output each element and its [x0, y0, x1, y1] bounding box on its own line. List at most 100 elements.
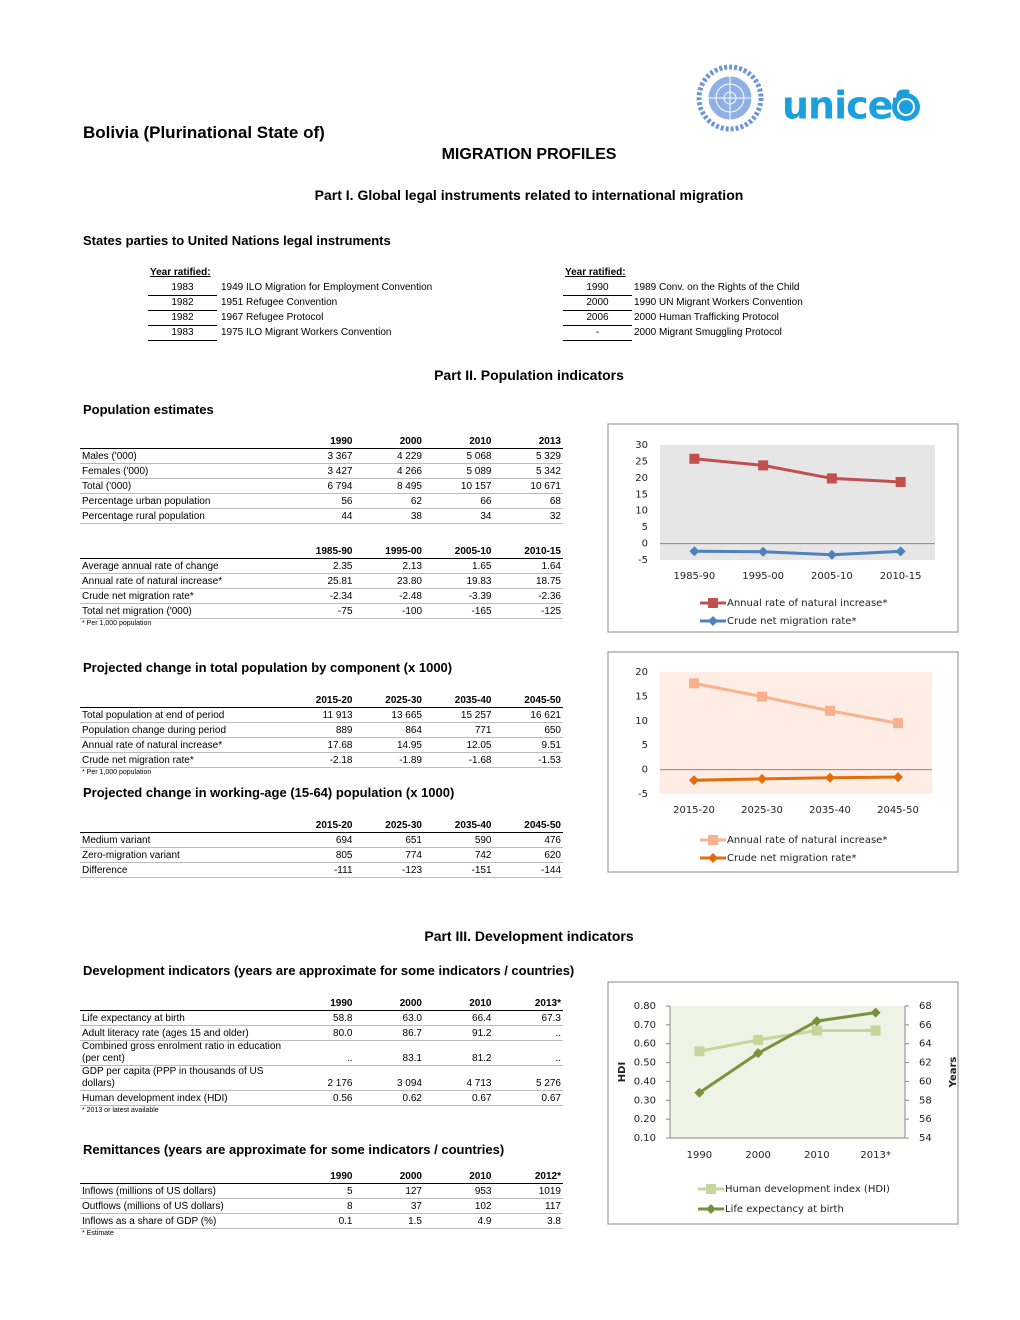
cell: 83.1	[354, 1040, 424, 1066]
cell: 2.13	[354, 558, 424, 574]
x-tick-label: 2015-20	[673, 805, 715, 816]
cell: 2 176	[285, 1065, 355, 1091]
cell: 12.05	[424, 737, 494, 753]
y-tick-label: 5	[642, 522, 648, 533]
data-table: 1985-90 1995-00 2005-10 2010-15 Average annu…	[80, 544, 563, 628]
legend-label: Crude net migration rate*	[727, 616, 856, 627]
table-row: Adult literacy rate (ages 15 and older) 8…	[80, 1025, 563, 1041]
marker	[893, 772, 903, 783]
row-label: Average annual rate of change	[80, 558, 285, 574]
section-title: Development indicators (years are approx…	[83, 963, 575, 978]
table-row: Life expectancy at birth 58.8 63.0 66.4 67.3	[80, 1010, 563, 1026]
column-header: 2025-30	[354, 818, 424, 833]
cell: -1.53	[493, 752, 563, 768]
header-corner	[80, 693, 285, 708]
year-ratified: 1990	[563, 281, 632, 296]
header-corner	[80, 818, 285, 833]
cell: 4 713	[424, 1065, 494, 1091]
cell: 56	[285, 493, 355, 509]
marker	[825, 705, 835, 716]
plot-area	[670, 1006, 905, 1138]
cell: -125	[493, 603, 563, 619]
year-ratified: 1983	[148, 326, 217, 341]
cell: 10 671	[493, 478, 563, 494]
cell: 117	[493, 1198, 563, 1214]
data-table: 2015-20 2025-30 2035-40 2045-50 Total popula…	[80, 693, 563, 777]
cell: -3.39	[424, 588, 494, 604]
series-line	[698, 1011, 876, 1094]
legend-marker	[706, 1204, 716, 1214]
cell: 68	[493, 493, 563, 509]
year-ratified: 1982	[148, 311, 217, 326]
legend-marker	[708, 853, 718, 863]
cell: -1.89	[354, 752, 424, 768]
year-ratified: -	[563, 326, 632, 341]
cell: 66	[424, 493, 494, 509]
section-title: Remittances (years are approximate for s…	[83, 1142, 505, 1157]
column-header: 1990	[285, 1169, 355, 1184]
part-title: Part I. Global legal instruments related…	[314, 187, 744, 203]
section-title: Projected change in total population by …	[83, 660, 453, 675]
column-header: 2000	[354, 1169, 424, 1184]
marker	[811, 1016, 822, 1027]
cell: 17.68	[285, 737, 355, 753]
cell: 1.64	[493, 558, 563, 574]
header-corner	[80, 544, 285, 559]
cell: 590	[424, 832, 494, 848]
series-line	[699, 1029, 876, 1053]
column-header: 2045-50	[493, 693, 563, 708]
y-tick-label: 20	[635, 667, 648, 678]
row-label: Percentage urban population	[80, 493, 285, 509]
data-table: 1990 2000 2010 2013* Life expectancy at birt…	[80, 996, 563, 1115]
cell: 4 229	[354, 448, 424, 464]
series-line	[693, 681, 899, 725]
table-row: Percentage urban population 56 62 66 68	[80, 493, 563, 509]
x-tick-label: 1995-00	[742, 571, 784, 582]
y-tick-label: 0.40	[634, 1076, 656, 1087]
cell: -100	[354, 603, 424, 619]
y-tick-label: 15	[635, 691, 648, 702]
series-line	[693, 775, 899, 782]
cell: 3.8	[493, 1213, 563, 1229]
column-header: 2010-15	[493, 544, 563, 559]
cell: 620	[493, 847, 563, 863]
marker	[758, 460, 769, 471]
cell: 5	[285, 1183, 355, 1199]
marker	[757, 691, 767, 702]
column-header: 2005-10	[424, 544, 494, 559]
y-tick-label: 0.10	[634, 1133, 656, 1144]
column-header: 1990	[285, 434, 355, 449]
cell: 0.62	[354, 1090, 424, 1106]
cell: 3 094	[354, 1065, 424, 1091]
x-tick-label: 2013*	[860, 1150, 890, 1161]
cell: ..	[285, 1040, 355, 1066]
section-title: Projected change in working-age (15-64) …	[83, 785, 455, 800]
marker	[689, 678, 699, 689]
column-header: 1995-00	[354, 544, 424, 559]
column-header: 2015-20	[285, 693, 355, 708]
cell: 5 329	[493, 448, 563, 464]
row-label: Zero-migration variant	[80, 847, 285, 863]
x-tick-label: 2005-10	[811, 571, 853, 582]
marker	[825, 772, 835, 783]
legend-marker	[706, 1184, 716, 1194]
y2-axis-title: Years	[948, 1057, 959, 1089]
cell: 1019	[493, 1183, 563, 1199]
marker	[758, 546, 769, 557]
column-header: 2012*	[493, 1169, 563, 1184]
header-row: 2015-20 2025-30 2035-40 2045-50	[80, 693, 563, 708]
table-row: Population change during period 889 864 771…	[80, 722, 563, 738]
legend-label: Life expectancy at birth	[725, 1204, 844, 1215]
column-header: 1990	[285, 996, 355, 1011]
part-title: Part III. Development indicators	[424, 928, 634, 944]
cell: 8	[285, 1198, 355, 1214]
cell: 476	[493, 832, 563, 848]
instrument-name: 1951 Refugee Convention	[221, 297, 338, 308]
cell: 9.51	[493, 737, 563, 753]
table-note: * Estimate	[82, 1230, 114, 1237]
cell: 651	[354, 832, 424, 848]
cell: 889	[285, 722, 355, 738]
marker	[870, 1007, 881, 1018]
cell: 58.8	[285, 1010, 355, 1026]
